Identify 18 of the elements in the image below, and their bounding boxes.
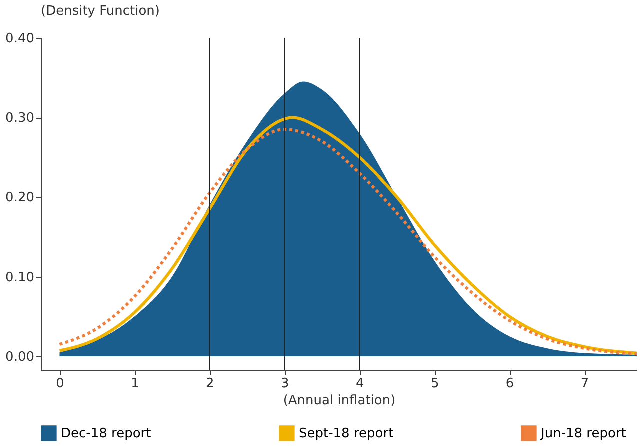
x-tick-label: 6	[506, 376, 514, 392]
x-tick-label: 7	[580, 376, 590, 392]
legend-label: Jun-18 report	[540, 426, 626, 442]
x-tick-label: 4	[356, 376, 364, 392]
x-tick-label: 3	[281, 376, 290, 392]
x-tick-label: 1	[131, 376, 140, 392]
x-axis-title: (Annual inflation)	[283, 394, 396, 408]
y-tick-label: 0.40	[6, 32, 34, 46]
chart-subtitle: (Density Function)	[41, 4, 160, 19]
y-tick-label: 0.30	[6, 111, 34, 126]
y-tick-label: 0.20	[6, 190, 34, 206]
y-tick-label: 0.10	[6, 270, 34, 286]
x-tick-label: 5	[430, 376, 440, 392]
x-tick-label: 0	[56, 376, 64, 392]
legend-label: Dec-18 report	[61, 426, 152, 442]
x-tick-label: 2	[206, 376, 214, 392]
legend-label: Sept-18 report	[299, 426, 394, 442]
y-tick-label: 0.00	[6, 350, 34, 365]
